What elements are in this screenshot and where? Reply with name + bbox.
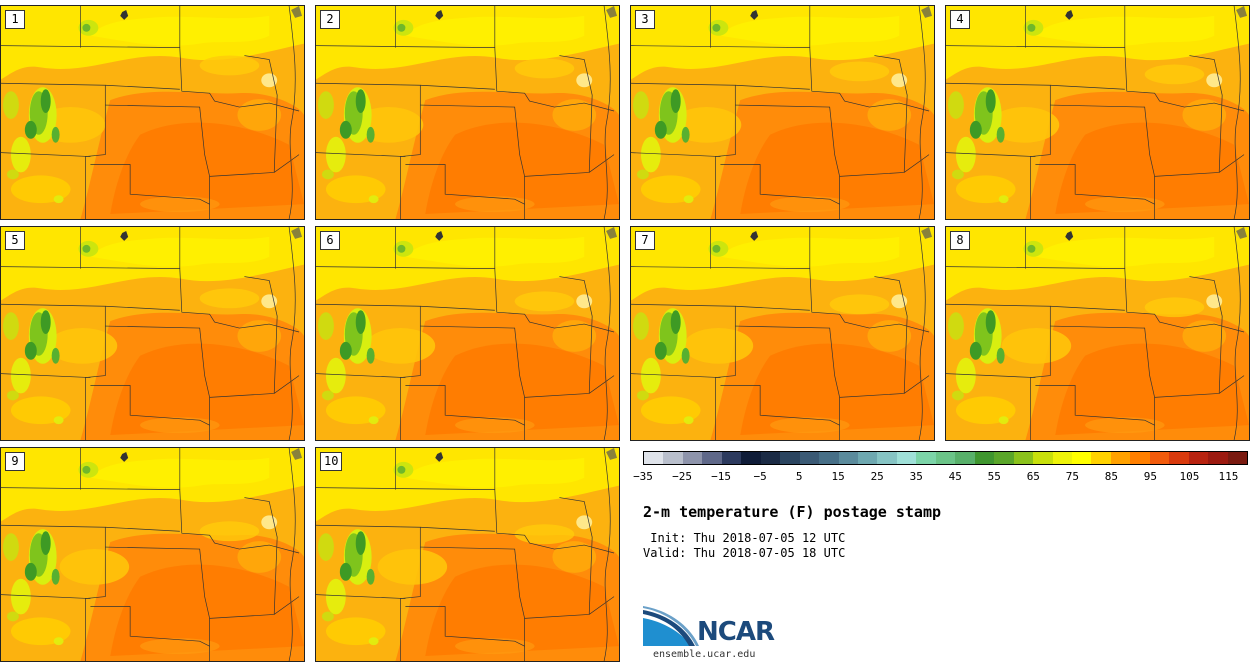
colorbar-cell [1188, 452, 1209, 464]
colorbar-tick-label: −15 [711, 470, 731, 483]
colorbar-tick-label: 65 [1026, 470, 1040, 483]
colorbar-tick-label: 45 [948, 470, 962, 483]
member-number-label: 10 [320, 452, 343, 471]
ensemble-member-map: 9 [0, 447, 305, 662]
member-number-label: 4 [950, 10, 970, 29]
ensemble-member-map: 8 [945, 226, 1250, 441]
colorbar-cell [994, 452, 1014, 464]
colorbar-tick-label: 105 [1179, 470, 1200, 483]
colorbar-cell [682, 452, 703, 464]
colorbar-cell [1130, 452, 1150, 464]
colorbar-cell [1149, 452, 1170, 464]
colorbar-cell [1033, 452, 1053, 464]
colorbar-cell [935, 452, 956, 464]
colorbar-tick-label: −25 [672, 470, 692, 483]
colorbar-cell [857, 452, 878, 464]
colorbar-cell [1208, 452, 1228, 464]
colorbar-cell [838, 452, 858, 464]
colorbar-cell [721, 452, 742, 464]
chart-title: 2-m temperature (F) postage stamp [643, 503, 942, 521]
temperature-colorbar [643, 451, 1248, 465]
ensemble-member-map: 3 [630, 5, 935, 220]
colorbar-cell [955, 452, 975, 464]
colorbar-cell [780, 452, 800, 464]
member-number-label: 5 [5, 231, 25, 250]
colorbar-cell [877, 452, 897, 464]
colorbar-cell [799, 452, 820, 464]
colorbar-cell [1227, 452, 1248, 464]
colorbar-tick-label: −5 [753, 470, 767, 483]
valid-time: Valid: Thu 2018-07-05 18 UTC [643, 546, 846, 560]
member-number-label: 2 [320, 10, 340, 29]
member-number-label: 9 [5, 452, 25, 471]
colorbar-cell [1052, 452, 1072, 464]
colorbar-tick-labels: −35 −25 −15 −5 5 15 25 35 45 55 65 75 85 95 105 115 [633, 470, 1248, 484]
colorbar-cell [644, 452, 664, 464]
colorbar-tick-label: 55 [987, 470, 1001, 483]
colorbar-cell [1013, 452, 1034, 464]
colorbar-tick-label: 115 [1218, 470, 1239, 483]
colorbar-cell [896, 452, 917, 464]
logo-url: ensemble.ucar.edu [653, 649, 756, 660]
ensemble-member-map: 4 [945, 5, 1250, 220]
colorbar-cell [1091, 452, 1111, 464]
colorbar-cell [916, 452, 936, 464]
member-number-label: 6 [320, 231, 340, 250]
colorbar-cell [974, 452, 995, 464]
colorbar-cell [663, 452, 683, 464]
member-number-label: 8 [950, 231, 970, 250]
ncar-logo-text: NCAR [697, 617, 775, 647]
ensemble-member-map: 2 [315, 5, 620, 220]
ensemble-member-map: 6 [315, 226, 620, 441]
colorbar-tick-label: −35 [633, 470, 653, 483]
member-number-label: 1 [5, 10, 25, 29]
ensemble-member-map: 1 [0, 5, 305, 220]
colorbar-cell [702, 452, 722, 464]
colorbar-cell [760, 452, 781, 464]
colorbar-tick-label: 5 [795, 470, 803, 483]
colorbar-tick-label: 25 [870, 470, 884, 483]
colorbar-tick-label: 75 [1065, 470, 1079, 483]
colorbar-tick-label: 35 [909, 470, 923, 483]
ensemble-member-map: 5 [0, 226, 305, 441]
colorbar-cell [1110, 452, 1131, 464]
member-number-label: 7 [635, 231, 655, 250]
colorbar-tick-label: 15 [831, 470, 845, 483]
ensemble-member-map: 7 [630, 226, 935, 441]
init-time: Init: Thu 2018-07-05 12 UTC [643, 531, 846, 545]
member-number-label: 3 [635, 10, 655, 29]
colorbar-cell [819, 452, 839, 464]
colorbar-cell [741, 452, 761, 464]
colorbar-cell [1169, 452, 1189, 464]
colorbar-tick-label: 85 [1104, 470, 1118, 483]
colorbar-cell [1071, 452, 1092, 464]
colorbar-tick-label: 95 [1143, 470, 1158, 483]
ensemble-member-map: 10 [315, 447, 620, 662]
ncar-logo-icon [643, 606, 699, 646]
